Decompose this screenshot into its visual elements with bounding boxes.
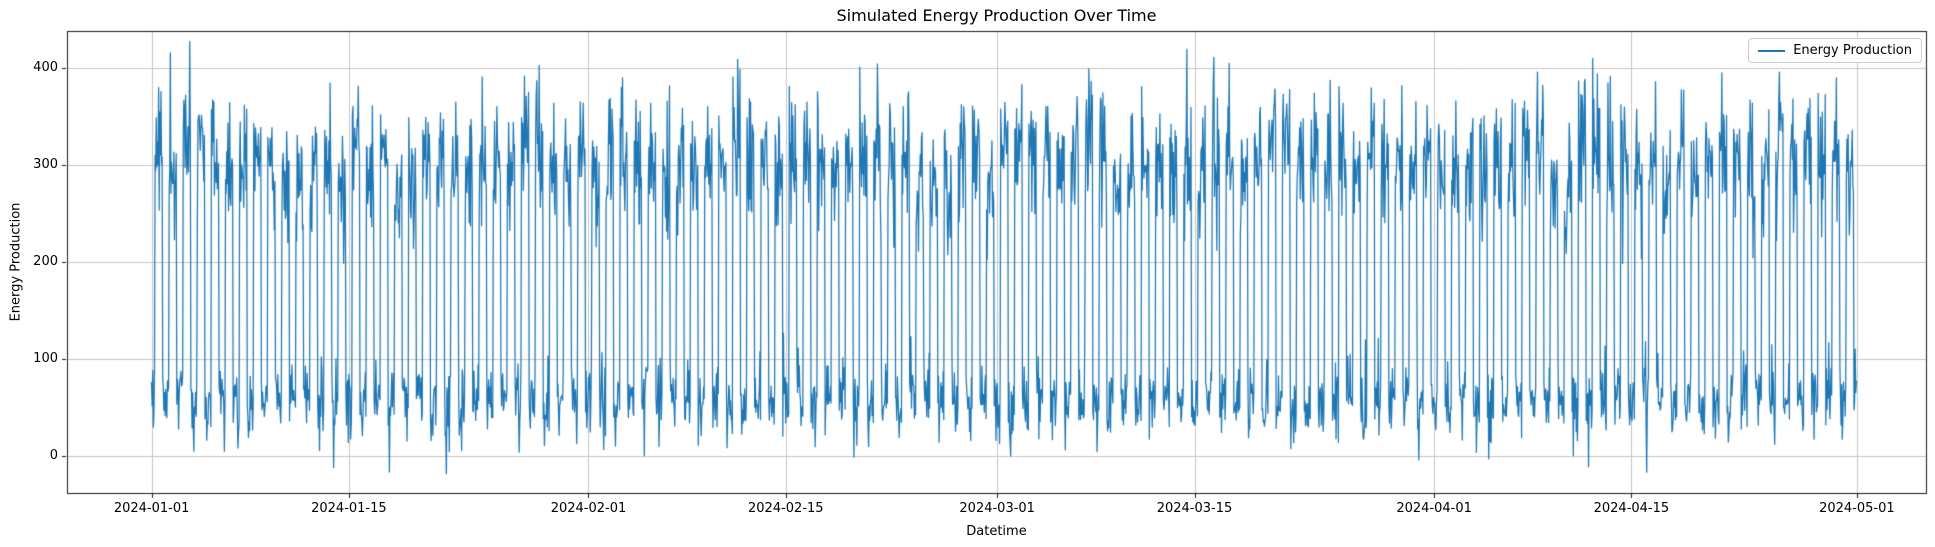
x-tick-label: 2024-03-15 (1156, 501, 1233, 516)
x-tick-label: 2024-03-01 (959, 501, 1035, 516)
legend-line-sample (1758, 49, 1786, 52)
x-tick-label: 2024-01-01 (113, 501, 190, 516)
x-tick-label: 2024-04-01 (1396, 501, 1472, 516)
y-tick-label: 100 (33, 350, 58, 366)
y-tick-label: 400 (33, 60, 58, 76)
x-tick-label: 2024-02-01 (550, 501, 627, 516)
legend: Energy Production (1748, 38, 1922, 63)
y-tick-label: 200 (33, 254, 58, 269)
chart-title: Simulated Energy Production Over Time (836, 6, 1157, 25)
x-tick-label: 2024-02-15 (748, 501, 824, 516)
x-tick-label: 2024-05-01 (1819, 501, 1895, 516)
legend-label: Energy Production (1793, 43, 1912, 58)
x-tick-label: 2024-01-15 (311, 501, 387, 516)
y-tick-label: 300 (33, 157, 58, 173)
x-tick-label: 2024-04-15 (1593, 501, 1670, 516)
x-axis-label: Datetime (966, 524, 1027, 539)
y-tick-label: 0 (49, 447, 58, 463)
